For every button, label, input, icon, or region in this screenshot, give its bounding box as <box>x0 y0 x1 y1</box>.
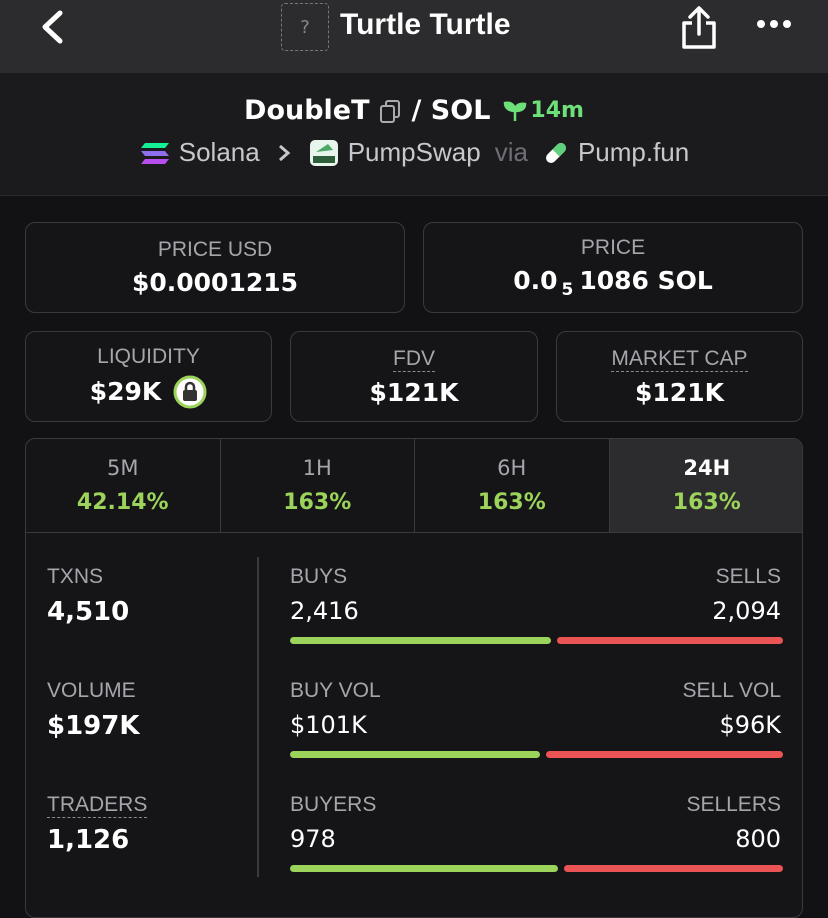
stat-label: PRICE <box>580 235 646 259</box>
pumpswap-logo <box>309 139 338 166</box>
split-right-label: SELLS <box>715 565 781 588</box>
launchpad-name[interactable]: Pump.fun <box>577 137 690 167</box>
stat-label: MARKET CAP <box>611 346 748 372</box>
page-title: Turtle Turtle <box>340 8 511 41</box>
pair-row: DoubleT / SOL 14m <box>0 95 828 126</box>
tab-label: 5M <box>107 456 139 480</box>
total-value: 4,510 <box>47 597 130 627</box>
quote-symbol: / SOL <box>411 95 491 126</box>
token-icon-placeholder: ? <box>281 3 329 51</box>
more-button[interactable] <box>756 18 792 30</box>
split-bar <box>290 751 783 758</box>
stat-label: PRICE USD <box>157 238 273 261</box>
price-tail: 1086 SOL <box>579 265 713 295</box>
base-symbol: DoubleT <box>244 95 370 126</box>
sell-bar <box>545 751 783 758</box>
split-right-label: SELL VOL <box>682 679 781 702</box>
split-left-label: BUYERS <box>290 793 377 816</box>
tab-label: 24H <box>683 456 731 480</box>
total-value: $197K <box>47 711 140 741</box>
stat-value: 0.0 5 1086 SOL <box>513 266 713 300</box>
top-bar: ? Turtle Turtle <box>0 0 828 73</box>
timeframe-tab[interactable]: 24H 163% <box>609 439 802 532</box>
split-bar <box>290 865 783 872</box>
dex-name[interactable]: PumpSwap <box>347 137 481 167</box>
market-cap-card: MARKET CAP $121K <box>556 331 803 422</box>
total-label: VOLUME <box>47 679 136 702</box>
timeframe-tab[interactable]: 1H 163% <box>221 439 415 532</box>
share-button[interactable] <box>680 4 718 50</box>
solana-logo <box>140 142 169 164</box>
via-text: via <box>494 137 528 167</box>
split-bar <box>290 637 783 644</box>
tab-change: 163% <box>283 490 352 515</box>
stat-label: LIQUIDITY <box>97 344 200 368</box>
split-left-value: $101K <box>290 711 367 739</box>
tab-change: 42.14% <box>76 490 169 515</box>
price-card: PRICE 0.0 5 1086 SOL <box>423 222 803 313</box>
chain-name[interactable]: Solana <box>178 137 260 167</box>
split-left-label: BUYS <box>290 565 348 588</box>
split-right-value: 2,094 <box>712 597 781 625</box>
pair-header: DoubleT / SOL 14m Solana PumpSwap via Pu… <box>0 73 828 196</box>
price-lead: 0.0 <box>513 265 558 295</box>
pumpfun-logo <box>545 142 566 163</box>
timeframe-tab[interactable]: 5M 42.14% <box>26 439 221 532</box>
split-left-value: 2,416 <box>290 597 359 625</box>
total-label: TXNS <box>47 565 104 588</box>
buy-bar <box>290 637 551 644</box>
tab-label: 1H <box>302 456 332 480</box>
buy-bar <box>290 751 540 758</box>
timeframe-tab[interactable]: 6H 163% <box>415 439 610 532</box>
price-zero-count: 5 <box>561 279 574 300</box>
pair-age: 14m <box>530 98 584 123</box>
route-row: Solana PumpSwap via Pump.fun <box>0 137 828 168</box>
activity-panel: 5M 42.14% 1H 163% 6H 163% 24H 163% TXNS 4,510 VOL… <box>25 438 803 918</box>
split-right-label: SELLERS <box>686 793 781 816</box>
chevron <box>278 144 290 161</box>
timeframe-tabs: 5M 42.14% 1H 163% 6H 163% 24H 163% <box>26 439 802 533</box>
back-button[interactable] <box>38 10 66 44</box>
sell-bar <box>556 637 783 644</box>
stat-value-row: $29K <box>90 375 208 409</box>
tab-label: 6H <box>497 456 527 480</box>
total-label: TRADERS <box>47 793 148 818</box>
tab-change: 163% <box>672 490 741 515</box>
stat-value: $0.0001215 <box>131 268 299 297</box>
sell-bar <box>563 865 783 872</box>
fdv-card: FDV $121K <box>290 331 538 422</box>
copy-icon[interactable] <box>378 98 404 124</box>
split-left-value: 978 <box>290 825 336 853</box>
buy-bar <box>290 865 558 872</box>
liquidity-card: LIQUIDITY $29K <box>25 331 272 422</box>
split-right-value: $96K <box>719 711 781 739</box>
stat-label: FDV <box>393 346 435 372</box>
age-icon <box>504 101 527 121</box>
total-value: 1,126 <box>47 825 130 855</box>
divider <box>257 557 259 877</box>
stat-value: $121K <box>635 377 724 407</box>
price-usd-card: PRICE USD $0.0001215 <box>25 222 405 313</box>
tab-change: 163% <box>477 490 546 515</box>
split-right-value: 800 <box>735 825 781 853</box>
split-left-label: BUY VOL <box>290 679 381 702</box>
lock-icon <box>173 375 207 408</box>
stat-value: $121K <box>369 377 459 407</box>
stat-value: $29K <box>89 377 162 406</box>
